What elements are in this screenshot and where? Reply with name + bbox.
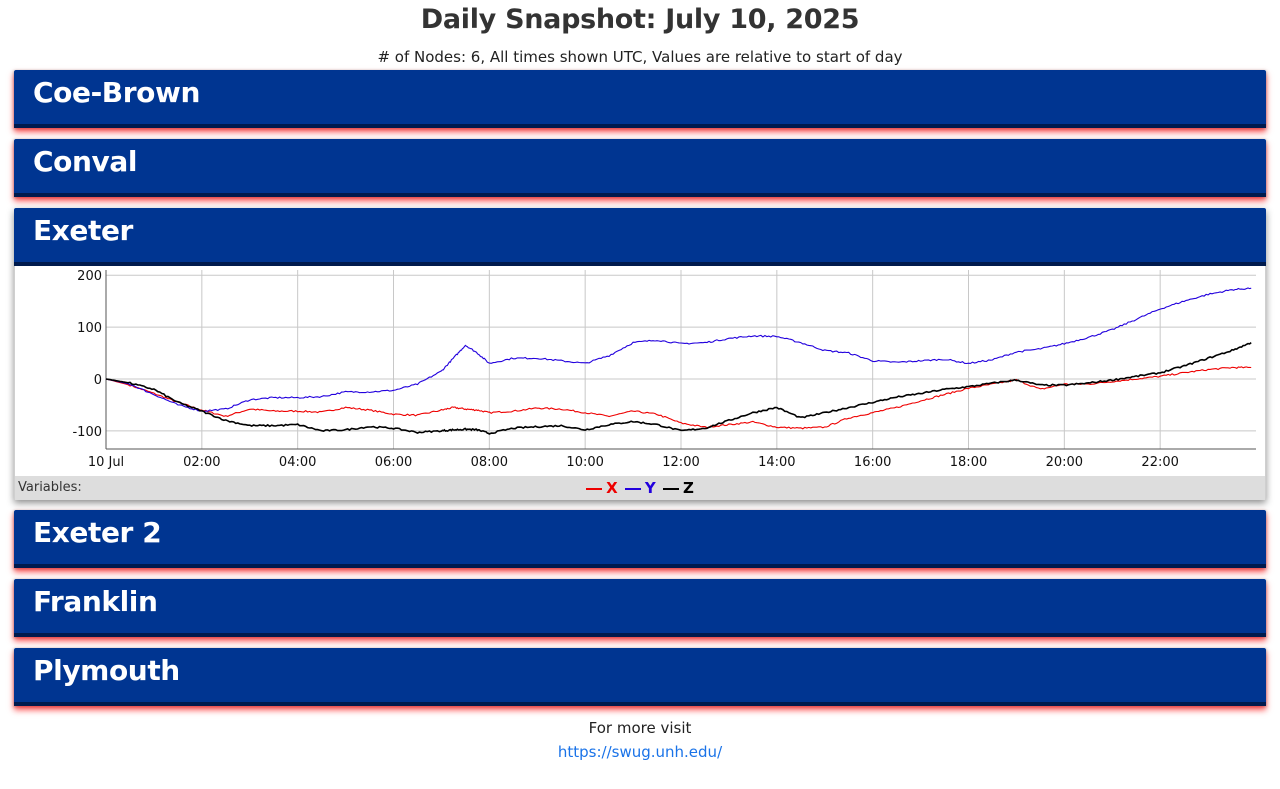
line-chart[interactable]: 10 Jul 02:00 04:00 06:00 08:00 10:00 12:00 14:0… [15, 266, 1265, 476]
x-tick-label: 14:00 [758, 455, 795, 470]
x-tick-label: 18:00 [950, 455, 987, 470]
series-line-y [105, 287, 1252, 412]
legend-label: Variables: [18, 480, 82, 495]
node-header-conval[interactable]: Conval [14, 139, 1266, 197]
legend-swatch-y [624, 487, 641, 490]
legend-item-z[interactable]: Z [663, 476, 694, 500]
legend-swatch-z [663, 487, 680, 490]
x-tick-label: 04:00 [279, 455, 316, 470]
x-tick-label: 22:00 [1141, 455, 1178, 470]
legend-item-x[interactable]: X [586, 476, 618, 500]
node-header-franklin[interactable]: Franklin [14, 579, 1266, 637]
footer-text: For more visit [588, 719, 692, 737]
node-panel-plymouth: Plymouth [14, 648, 1266, 706]
x-tick-label: 10 Jul [88, 455, 124, 470]
node-title: Franklin [33, 585, 158, 618]
node-panel-franklin: Franklin [14, 579, 1266, 637]
node-header-exeter-2[interactable]: Exeter 2 [14, 510, 1266, 568]
node-panel-conval: Conval [14, 139, 1266, 197]
series-line-z [105, 341, 1252, 435]
node-title: Exeter [33, 214, 133, 247]
footer-link[interactable]: https://swug.unh.edu/ [557, 743, 723, 761]
x-tick-label: 10:00 [566, 455, 603, 470]
node-panel-exeter-2: Exeter 2 [14, 510, 1266, 568]
node-panel-coe-brown: Coe-Brown [14, 70, 1266, 128]
node-title: Exeter 2 [33, 516, 162, 549]
legend-text-y: Y [644, 479, 656, 497]
x-tick-label: 08:00 [471, 455, 508, 470]
y-tick-label: 200 [77, 269, 102, 284]
footer-link-wrap: https://swug.unh.edu/ [0, 742, 1280, 762]
y-tick-label: -100 [72, 425, 102, 440]
page-subtitle: # of Nodes: 6, All times shown UTC, Valu… [377, 48, 903, 66]
y-tick-label: 100 [77, 321, 102, 336]
node-header-coe-brown[interactable]: Coe-Brown [14, 70, 1266, 128]
node-header-plymouth[interactable]: Plymouth [14, 648, 1266, 706]
legend-text-z: Z [683, 479, 694, 497]
node-chart-area: 10 Jul 02:00 04:00 06:00 08:00 10:00 12:00 14:0… [14, 266, 1266, 500]
node-title: Plymouth [33, 654, 180, 687]
y-tick-label: 0 [94, 373, 102, 388]
x-tick-label: 12:00 [662, 455, 699, 470]
x-tick-label: 02:00 [183, 455, 220, 470]
legend-items: X Y Z [15, 476, 1265, 500]
node-title: Coe-Brown [33, 76, 200, 109]
legend-item-y[interactable]: Y [624, 476, 656, 500]
x-tick-label: 20:00 [1046, 455, 1083, 470]
legend-bar: Variables: X Y Z [15, 476, 1265, 500]
x-tick-label: 16:00 [854, 455, 891, 470]
legend-swatch-x [586, 487, 603, 490]
node-title: Conval [33, 145, 138, 178]
legend-text-x: X [606, 479, 618, 497]
x-tick-label: 06:00 [375, 455, 412, 470]
node-panel-exeter: Exeter 10 Jul 02:00 04:00 06:00 08:00 10:00 12… [14, 208, 1266, 500]
node-header-exeter[interactable]: Exeter [14, 208, 1266, 266]
page-title: Daily Snapshot: July 10, 2025 [420, 4, 860, 35]
